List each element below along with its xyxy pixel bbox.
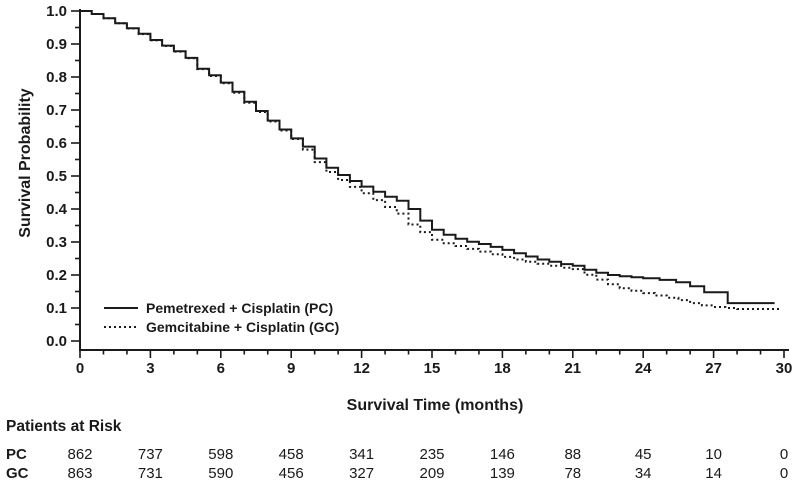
- y-tick-label: 0.1: [46, 300, 67, 317]
- x-tick-label: 9: [287, 360, 295, 377]
- risk-value-pc-6: 598: [208, 446, 233, 463]
- risk-value-pc-3: 737: [138, 446, 163, 463]
- legend-label-gc: Gemcitabine + Cisplatin (GC): [146, 319, 339, 335]
- y-tick-label: 1.0: [46, 3, 67, 20]
- risk-value-gc-0: 863: [67, 465, 92, 482]
- x-tick-label: 3: [146, 360, 154, 377]
- risk-value-pc-9: 458: [279, 446, 304, 463]
- risk-value-pc-12: 341: [349, 446, 374, 463]
- risk-table-title: Patients at Risk: [6, 418, 122, 435]
- risk-value-gc-3: 731: [138, 465, 163, 482]
- x-tick-label: 18: [494, 360, 511, 377]
- x-tick-label: 30: [776, 360, 793, 377]
- survival-curve-pc: [80, 10, 775, 305]
- risk-value-pc-15: 235: [419, 446, 444, 463]
- y-tick-label: 0.6: [46, 135, 67, 152]
- y-tick-label: 0.0: [46, 333, 67, 350]
- risk-value-gc-9: 456: [279, 465, 304, 482]
- risk-value-pc-18: 146: [490, 446, 515, 463]
- risk-value-gc-18: 139: [490, 465, 515, 482]
- x-tick-label: 15: [424, 360, 441, 377]
- risk-value-pc-27: 10: [705, 446, 722, 463]
- x-tick-label: 24: [635, 360, 652, 377]
- y-tick-label: 0.7: [46, 102, 67, 119]
- risk-value-gc-30: 0: [780, 465, 788, 482]
- x-tick-label: 12: [353, 360, 370, 377]
- risk-value-pc-30: 0: [780, 446, 788, 463]
- y-tick-label: 0.5: [46, 168, 67, 185]
- risk-value-gc-6: 590: [208, 465, 233, 482]
- y-tick-label: 0.3: [46, 234, 67, 251]
- risk-value-gc-27: 14: [705, 465, 722, 482]
- risk-row-label-pc: PC: [6, 446, 27, 463]
- y-tick-label: 0.4: [46, 201, 68, 218]
- risk-value-gc-21: 78: [564, 465, 581, 482]
- risk-values: 862 737 598 458 341 235 146 88 45 10 0 863 731 590 456…: [67, 446, 788, 482]
- x-tick-label: 6: [217, 360, 225, 377]
- risk-value-pc-24: 45: [635, 446, 652, 463]
- x-tick-label: 0: [76, 360, 84, 377]
- risk-value-gc-12: 327: [349, 465, 374, 482]
- legend-label-pc: Pemetrexed + Cisplatin (PC): [146, 300, 333, 316]
- legend: Pemetrexed + Cisplatin (PC) Gemcitabine …: [104, 300, 339, 335]
- x-tick-label: 27: [705, 360, 722, 377]
- x-axis-title: Survival Time (months): [347, 397, 524, 414]
- risk-value-gc-15: 209: [419, 465, 444, 482]
- y-tick-label: 0.2: [46, 267, 67, 284]
- axes: 1.0 0.9 0.8 0.7 0.6 0.5 0.4 0.3 0.2 0.1 0.0 0 3 6 9 12 1…: [46, 3, 792, 377]
- risk-value-gc-24: 34: [635, 465, 652, 482]
- y-axis-title: Survival Probability: [17, 88, 34, 237]
- risk-row-label-gc: GC: [6, 465, 29, 482]
- survival-curves: [80, 10, 780, 310]
- risk-value-pc-0: 862: [67, 446, 92, 463]
- x-tick-label: 21: [564, 360, 581, 377]
- risk-value-pc-21: 88: [564, 446, 581, 463]
- y-tick-label: 0.9: [46, 36, 67, 53]
- patients-at-risk-table: Patients at Risk PC GC 862 737 598 458 341 23…: [6, 418, 788, 482]
- y-tick-label: 0.8: [46, 69, 67, 86]
